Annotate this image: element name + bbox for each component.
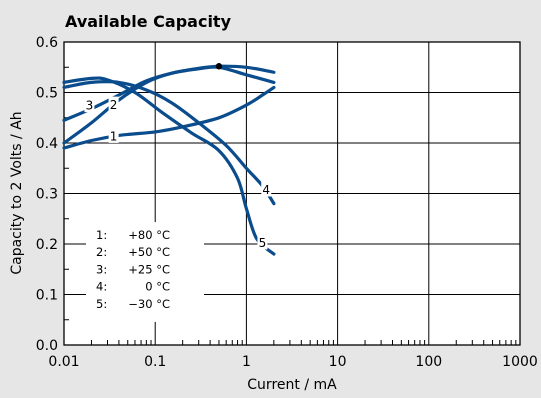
series-line-4 <box>62 80 276 206</box>
x-tick-label: 1 <box>242 354 251 370</box>
x-tick-label: 10 <box>329 354 347 370</box>
x-tick-label: 0.1 <box>144 354 166 370</box>
curve-label-3: 3 <box>86 99 94 113</box>
series-line-3 <box>62 65 276 145</box>
y-tick-label: 0.6 <box>36 35 58 51</box>
marker-layer <box>215 63 223 70</box>
y-tick-label: 0.1 <box>36 288 58 304</box>
legend-box <box>86 222 204 322</box>
x-tick-label: 1000 <box>502 354 538 370</box>
data-point-marker <box>215 63 223 70</box>
legend: 1: +80 °C 2: +50 °C 3: +25 °C 4: 0 °C 5: −30 °C <box>96 228 170 311</box>
y-tick-label: 0.3 <box>36 187 58 203</box>
legend-item-index: 1: <box>96 228 107 242</box>
x-axis-label: Current / mA <box>247 377 337 393</box>
legend-item-temp: −30 °C <box>128 297 170 311</box>
curve-label-bg <box>108 127 119 143</box>
y-tick-label: 0.4 <box>36 136 58 152</box>
y-tick-label: 0.5 <box>36 86 58 102</box>
curve-label-bg <box>108 96 119 112</box>
axis-ticks <box>64 66 517 345</box>
series-line-5 <box>62 76 276 256</box>
y-tick-label: 0.2 <box>36 237 58 253</box>
curve-label-5: 5 <box>259 236 267 250</box>
y-tick-labels: 0.0 0.1 0.2 0.3 0.4 0.5 0.6 <box>36 35 58 354</box>
legend-item-temp: +50 °C <box>128 245 170 259</box>
curve-label-2: 2 <box>110 98 118 112</box>
curve-label-bg <box>257 234 268 250</box>
y-axis-label: Capacity to 2 Volts / Ah <box>9 111 25 274</box>
x-tick-label: 0.01 <box>48 354 79 370</box>
chart-title: Available Capacity <box>65 12 232 31</box>
legend-item-index: 4: <box>96 280 107 294</box>
legend-item-index: 3: <box>96 262 107 276</box>
curve-label-bg <box>84 97 95 113</box>
legend-item-temp: +80 °C <box>128 228 170 242</box>
curve-labels: 1 2 3 4 5 <box>84 96 272 250</box>
x-tick-label: 100 <box>415 354 442 370</box>
curve-label-4: 4 <box>262 183 270 197</box>
curve-label-bg <box>261 181 272 197</box>
curve-label-1: 1 <box>110 129 118 143</box>
legend-item-index: 5: <box>96 297 107 311</box>
plot-frame <box>63 41 521 346</box>
legend-item-temp: 0 °C <box>145 280 170 294</box>
series-lines <box>62 64 276 256</box>
legend-item-index: 2: <box>96 245 107 259</box>
legend-item-temp: +25 °C <box>128 262 170 276</box>
x-tick-labels: 0.01 0.1 1 10 100 1000 <box>48 354 537 370</box>
y-tick-label: 0.0 <box>36 338 58 354</box>
